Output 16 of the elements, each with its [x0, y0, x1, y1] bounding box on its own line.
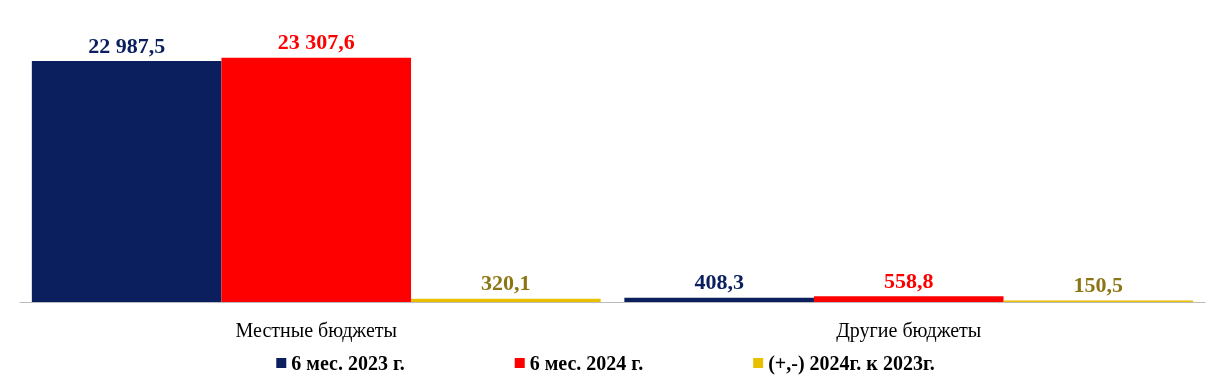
bar	[411, 298, 601, 302]
data-label: 408,3	[694, 269, 744, 295]
data-label: 22 987,5	[88, 32, 166, 58]
data-label: 320,1	[481, 270, 531, 296]
data-label: 150,5	[1073, 271, 1124, 297]
x-tick-label: Другие бюджеты	[836, 319, 982, 342]
legend-label: 6 мес. 2023 г.	[291, 352, 405, 374]
legend-label: 6 мес. 2024 г.	[529, 352, 644, 374]
data-label: 23 307,6	[277, 29, 355, 55]
bar	[31, 61, 222, 302]
bar	[813, 296, 1004, 302]
x-tick-label: Местные бюджеты	[235, 319, 397, 342]
legend-label: (+,-) 2024г. к 2023г.	[768, 352, 935, 375]
bar	[624, 297, 814, 302]
bar	[221, 57, 412, 302]
data-label: 558,8	[884, 267, 934, 293]
